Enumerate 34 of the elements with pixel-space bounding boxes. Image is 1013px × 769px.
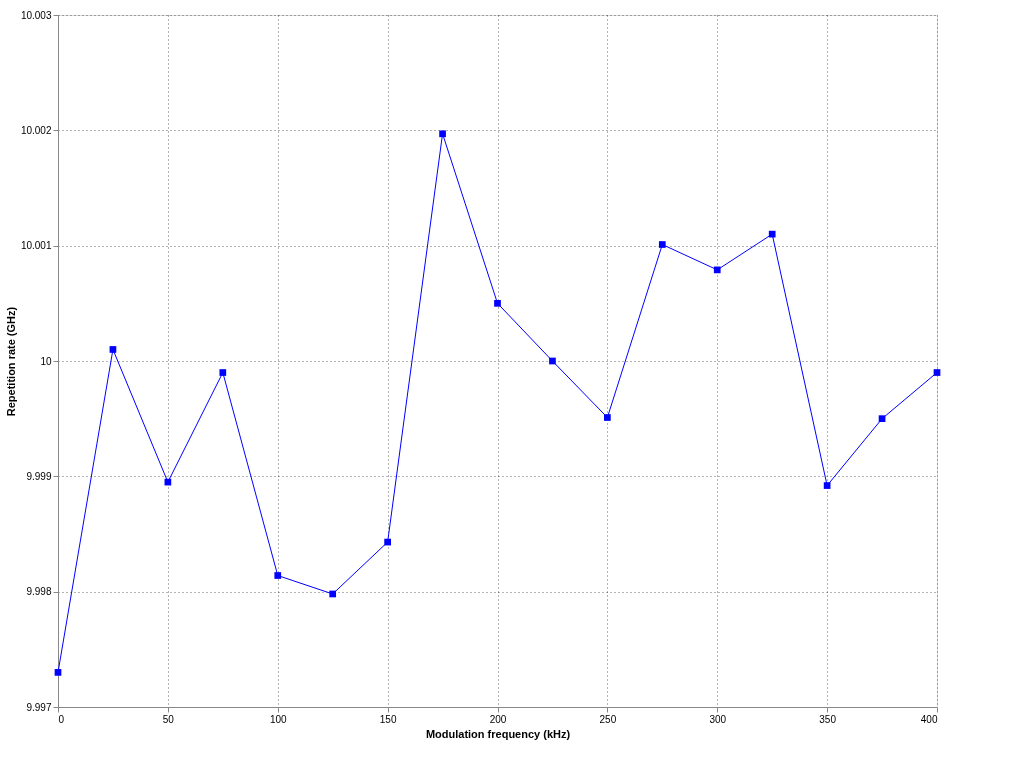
point <box>933 369 941 376</box>
x-tick-label: 100 <box>269 713 288 725</box>
point <box>494 299 501 307</box>
point <box>329 590 337 598</box>
point <box>823 482 831 489</box>
x-tick-label: 50 <box>162 713 175 725</box>
point <box>439 130 446 138</box>
point <box>384 538 391 546</box>
x-tick-label: 0 <box>58 713 65 725</box>
x-tick-label: 300 <box>709 713 727 725</box>
y-tick-label: 10.002 <box>20 124 52 136</box>
y-tick-label: 10.001 <box>20 240 52 252</box>
point <box>274 572 282 579</box>
y-tick-label: 10.003 <box>20 9 52 21</box>
x-axis-title: Modulation frequency (kHz) <box>425 727 571 740</box>
x-tick-label: 400 <box>920 713 938 725</box>
x-tick-label: 250 <box>599 713 617 725</box>
y-tick-label: 9.997 <box>26 701 52 713</box>
x-tick-label: 350 <box>819 713 837 725</box>
point <box>658 241 666 248</box>
point <box>878 415 886 423</box>
point <box>549 357 556 365</box>
y-tick-label: 10 <box>40 355 52 367</box>
x-tick-label: 200 <box>489 713 507 725</box>
point <box>219 369 227 376</box>
point <box>54 669 62 676</box>
point <box>768 230 776 238</box>
point <box>713 266 721 274</box>
y-tick-label: 9.999 <box>26 470 52 482</box>
point <box>604 414 611 421</box>
x-tick-label: 150 <box>379 713 397 725</box>
y-tick-label: 9.998 <box>26 586 52 598</box>
point <box>109 346 117 353</box>
y-axis-title: Repetition rate (GHz) <box>4 306 17 417</box>
